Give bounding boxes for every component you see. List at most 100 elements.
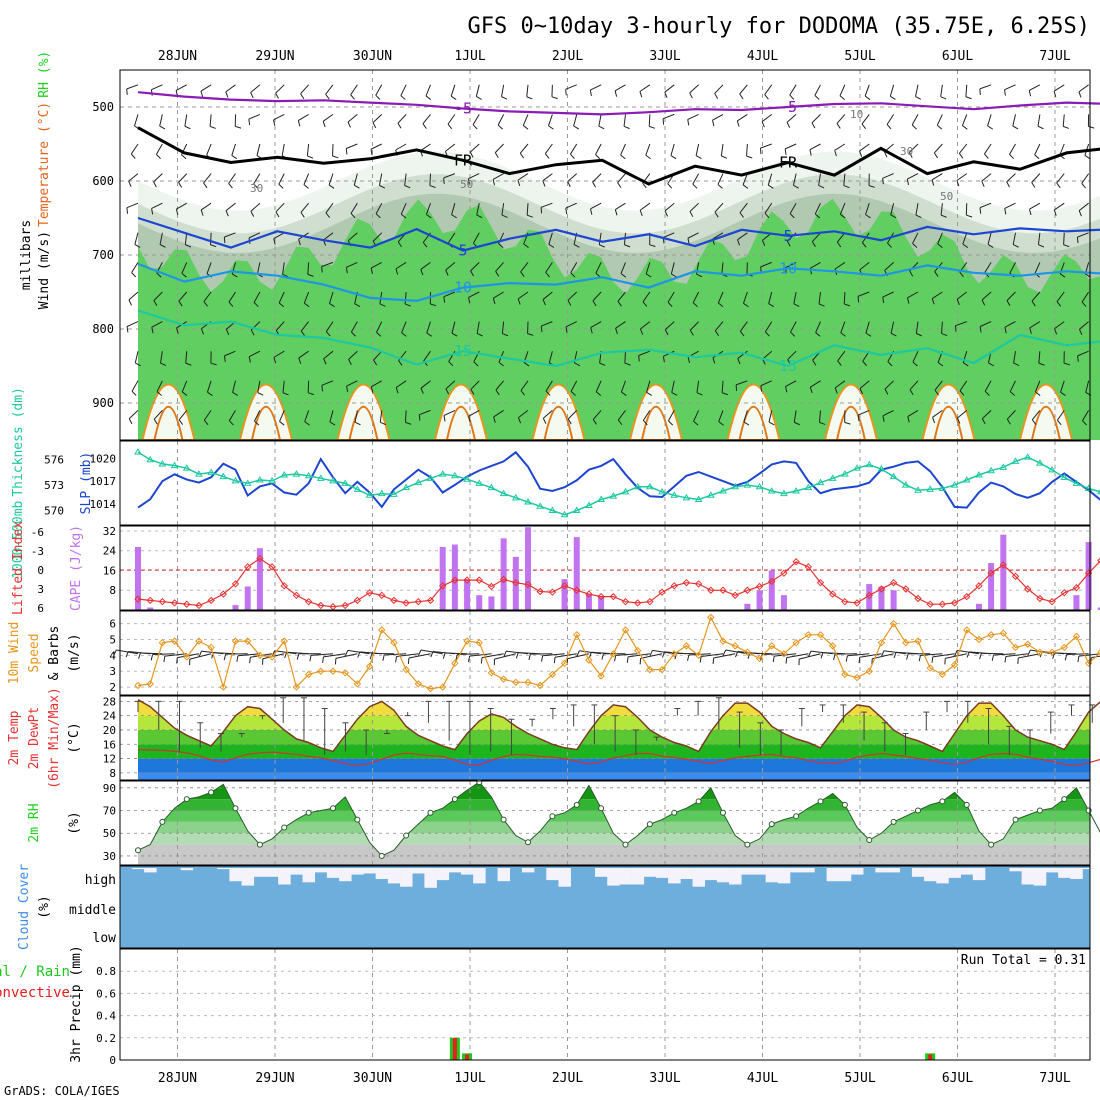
upper-wind-barb-feather xyxy=(664,210,668,217)
thickness-point xyxy=(426,474,435,481)
upper-wind-barb-feather xyxy=(639,210,643,217)
upper-wind-barb-feather xyxy=(544,153,550,159)
upper-wind-barb-feather xyxy=(303,184,309,189)
upper-wind-barb xyxy=(404,410,407,423)
upper-wind-barb xyxy=(279,410,285,422)
upper-wind-barb xyxy=(624,351,626,364)
upper-wind-barb-feather xyxy=(210,362,217,366)
upper-wind-barb-feather xyxy=(840,332,846,337)
surface-wind-barb xyxy=(164,653,187,657)
thickness-point xyxy=(560,510,569,518)
upper-wind-barb-feather xyxy=(254,420,260,426)
upper-wind-barb-feather xyxy=(400,95,406,100)
upper-wind-barb xyxy=(981,173,992,182)
upper-wind-barb-feather xyxy=(624,362,631,366)
temp-band xyxy=(138,715,1090,730)
upper-wind-barb xyxy=(570,380,578,392)
wind-ylabel-3: & Barbs xyxy=(47,626,62,681)
cloud-gap xyxy=(363,868,376,874)
wind-ylabel-2-text: Speed xyxy=(27,633,42,672)
upper-wind-barb xyxy=(126,84,139,90)
precip-ylabel-text: 3hr Precip (mm) xyxy=(69,945,84,1062)
upper-wind-barb-feather xyxy=(592,300,597,307)
upper-wind-barb-feather xyxy=(253,302,259,308)
upper-wind-barb xyxy=(981,291,992,301)
upper-wind-barb-feather xyxy=(692,183,698,189)
upper-wind-barb xyxy=(153,291,163,301)
upper-wind-barb-feather xyxy=(882,296,885,304)
thickness-point xyxy=(816,478,825,486)
upper-wind-barb-feather xyxy=(545,390,551,396)
rh-tick: 70 xyxy=(103,805,116,818)
upper-wind-barb-feather xyxy=(696,273,703,278)
surface-plume-inner xyxy=(933,405,964,441)
li-point xyxy=(609,592,618,601)
upper-wind-barb xyxy=(325,84,334,95)
cape-bar xyxy=(256,548,263,610)
upper-wind-barb xyxy=(350,84,358,96)
upper-wind-barb xyxy=(303,291,310,304)
cape-bar xyxy=(476,595,483,610)
wind-speed-point xyxy=(963,626,971,634)
upper-wind-barb xyxy=(1054,321,1065,330)
upper-wind-barb xyxy=(447,114,456,125)
upper-wind-barb xyxy=(376,321,383,333)
li-point xyxy=(353,596,362,605)
surface-wind-barb-feather xyxy=(722,649,727,656)
upper-wind-barb xyxy=(785,261,797,269)
upper-wind-barb-feather xyxy=(1063,362,1070,366)
upper-wind-barb xyxy=(764,202,773,214)
thickness-point xyxy=(926,485,935,492)
upper-wind-barb xyxy=(648,114,651,127)
upper-wind-barb xyxy=(451,203,456,215)
surface-wind-barb-feather xyxy=(138,652,141,659)
surface-wind-barb xyxy=(872,653,894,660)
rh-point xyxy=(208,789,215,796)
surface-wind-barb xyxy=(494,653,516,660)
thickness-point xyxy=(341,479,350,486)
upper-wind-barb-feather xyxy=(844,303,851,307)
li-point xyxy=(1060,589,1068,597)
upper-wind-barb-feather xyxy=(126,207,129,214)
li-point xyxy=(828,590,837,598)
upper-wind-barb-feather xyxy=(476,332,483,337)
thickness-point xyxy=(877,465,886,472)
upper-wind-barb-feather xyxy=(279,421,285,426)
upper-wind-barb-feather xyxy=(350,94,355,100)
li-point xyxy=(414,597,423,606)
upper-wind-barb xyxy=(1029,321,1041,329)
upper-wind-barb xyxy=(501,84,505,97)
cloud-gap xyxy=(643,868,657,877)
cape-bar xyxy=(1000,534,1007,610)
upper-wind-barb-feather xyxy=(814,213,821,219)
upper-wind-barb-feather xyxy=(742,184,749,189)
wind-speed-point xyxy=(463,637,471,645)
upper-wind-barb xyxy=(371,380,383,388)
surface-wind-barb-feather xyxy=(395,656,397,663)
upper-wind-barb-feather xyxy=(567,181,571,188)
surface-plume xyxy=(1018,383,1074,441)
upper-wind-barb-feather xyxy=(765,331,770,337)
upper-air-ylabel: Wind (m/s)Temperature (°C)RH (%) xyxy=(37,51,52,309)
upper-wind-barb-feather xyxy=(739,93,744,100)
upper-wind-barb xyxy=(721,380,724,393)
upper-wind-barb-feather xyxy=(223,237,226,244)
upper-wind-barb-feather xyxy=(225,210,229,217)
upper-wind-barb xyxy=(859,262,870,271)
upper-wind-barb xyxy=(495,380,505,391)
upper-wind-barb-feather xyxy=(445,388,450,395)
pressure-unit-part: millibars xyxy=(19,220,34,290)
upper-wind-barb-feather xyxy=(617,301,622,307)
cape-tick: 8 xyxy=(109,584,116,597)
rh-point xyxy=(671,809,678,816)
temp-band xyxy=(138,772,1090,780)
thickness-point xyxy=(731,482,740,490)
upper-wind-barb xyxy=(375,84,383,96)
rh-point xyxy=(232,805,239,812)
upper-wind-barb xyxy=(300,202,310,213)
upper-wind-barb xyxy=(592,410,602,420)
wind-speed-point xyxy=(780,650,788,658)
rh-point xyxy=(330,805,336,812)
upper-wind-barb xyxy=(329,410,334,423)
upper-wind-barb-feather xyxy=(836,241,842,248)
